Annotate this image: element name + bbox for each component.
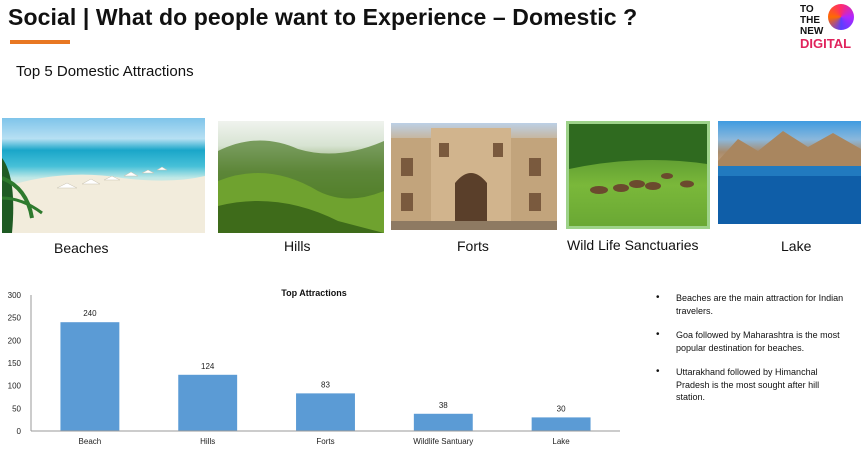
- x-tick-label: Forts: [316, 437, 334, 446]
- bar-value-label: 30: [557, 404, 566, 413]
- beaches-caption: Beaches: [54, 240, 109, 256]
- insight-item: Goa followed by Maharashtra is the most …: [656, 329, 846, 354]
- hills-photo: [218, 121, 384, 233]
- insight-item: Beaches are the main attraction for Indi…: [656, 292, 846, 317]
- bar: [178, 374, 238, 431]
- logo-text-3: NEW: [800, 26, 824, 37]
- y-tick-label: 250: [8, 314, 22, 323]
- fort-photo: [391, 123, 557, 230]
- bars: [60, 322, 591, 431]
- logo-text-1: TO: [800, 4, 814, 15]
- y-tick-label: 0: [17, 427, 22, 436]
- beach-photo: [2, 118, 205, 233]
- x-axis-labels: Beach Hills Forts Wildlife Santuary Lake: [79, 437, 571, 446]
- bar: [296, 393, 355, 431]
- y-tick-label: 300: [8, 291, 22, 300]
- value-labels: 240 124 83 38 30: [83, 309, 566, 413]
- x-tick-label: Wildlife Santuary: [413, 437, 473, 446]
- bar-value-label: 83: [321, 380, 330, 389]
- hills-caption: Hills: [284, 238, 311, 254]
- y-tick-label: 100: [8, 382, 22, 391]
- lake-caption: Lake: [781, 238, 812, 254]
- page-title: Social | What do people want to Experien…: [8, 4, 638, 30]
- bar-value-label: 240: [83, 309, 97, 318]
- y-tick-label: 200: [8, 336, 22, 345]
- wildlife-caption: Wild Life Sanctuaries: [567, 237, 699, 253]
- logo-text-4: DIGITAL: [800, 36, 852, 51]
- bar: [60, 322, 120, 431]
- chart-title: Top Attractions: [281, 288, 347, 298]
- lake-photo: [718, 121, 861, 224]
- bar-value-label: 38: [439, 401, 448, 410]
- x-tick-label: Hills: [200, 437, 215, 446]
- title-underline: [10, 40, 70, 44]
- forts-caption: Forts: [457, 238, 489, 254]
- bar: [531, 417, 591, 431]
- x-tick-label: Lake: [552, 437, 570, 446]
- insight-item: Uttarakhand followed by Himanchal Prades…: [656, 366, 846, 404]
- section-subtitle: Top 5 Domestic Attractions: [16, 63, 194, 80]
- logo-mark-icon: [828, 4, 854, 30]
- logo-text-2: THE: [800, 15, 820, 26]
- top-attractions-chart: Top Attractions 0 50 100 150 200 250 300 240 12…: [8, 288, 620, 446]
- y-tick-label: 150: [8, 359, 22, 368]
- x-tick-label: Beach: [79, 437, 102, 446]
- brand-logo: TO THE NEW DIGITAL: [800, 4, 860, 51]
- insights-list: Beaches are the main attraction for Indi…: [656, 292, 846, 416]
- y-axis-ticks: 0 50 100 150 200 250 300: [8, 291, 22, 436]
- bar: [413, 413, 473, 431]
- y-tick-label: 50: [12, 404, 21, 413]
- wildlife-photo: [566, 121, 710, 229]
- bar-value-label: 124: [201, 362, 215, 371]
